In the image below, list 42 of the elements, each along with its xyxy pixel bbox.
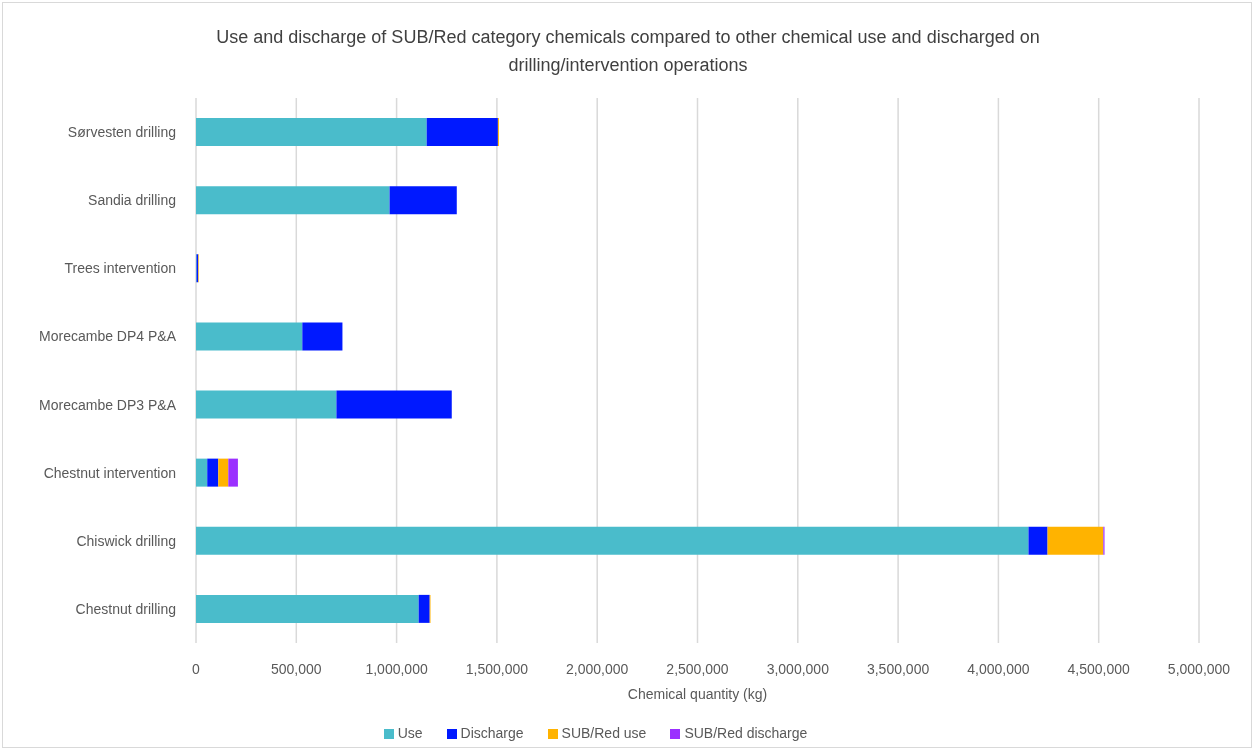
x-tick-label: 500,000 bbox=[271, 660, 322, 677]
y-tick-label: Chiswick drilling bbox=[76, 532, 176, 549]
x-tick-label: 3,500,000 bbox=[866, 660, 930, 677]
y-tick-label: Chestnut intervention bbox=[43, 464, 176, 481]
y-tick-label: Morecambe DP4 P&A bbox=[39, 328, 177, 345]
chart-title: Use and discharge of SUB/Red category chemicals compared to other chemical use and discharged on drilling/intervention operations bbox=[215, 26, 1041, 77]
bar bbox=[389, 186, 457, 215]
x-tick-label: 1,500,000 bbox=[465, 660, 529, 677]
legend-label: Discharge bbox=[460, 725, 524, 741]
bar bbox=[196, 390, 337, 419]
x-tick-label: 5,000,000 bbox=[1167, 660, 1231, 677]
bar bbox=[336, 390, 452, 419]
legend-label: Use bbox=[397, 725, 423, 741]
bar bbox=[207, 458, 219, 487]
bar bbox=[196, 186, 390, 215]
bar bbox=[196, 594, 419, 623]
x-tick-label: 4,500,000 bbox=[1067, 660, 1131, 677]
bar bbox=[196, 458, 208, 487]
x-tick-label: 2,000,000 bbox=[566, 660, 629, 677]
x-tick-label: 2,500,000 bbox=[666, 660, 729, 677]
y-tick-label: Chestnut drilling bbox=[75, 600, 176, 617]
y-tick-label: Sandia drilling bbox=[88, 192, 176, 209]
legend-label: SUB/Red discharge bbox=[684, 725, 808, 741]
bar bbox=[196, 322, 303, 351]
x-tick-label: 0 bbox=[192, 660, 201, 677]
bar bbox=[302, 322, 343, 351]
bar bbox=[228, 458, 238, 487]
bar bbox=[1047, 526, 1104, 555]
y-tick-label: Morecambe DP3 P&A bbox=[39, 396, 177, 413]
y-tick-label: Sørvesten drilling bbox=[67, 124, 176, 141]
bar bbox=[1028, 526, 1048, 555]
bar bbox=[196, 526, 1029, 555]
bar bbox=[418, 594, 430, 623]
x-tick-label: 4,000,000 bbox=[967, 660, 1030, 677]
x-tick-label: 1,000,000 bbox=[365, 660, 428, 677]
bar bbox=[218, 458, 229, 487]
x-axis-title: Chemical quantity (kg) bbox=[627, 685, 768, 702]
bar bbox=[426, 118, 498, 146]
y-tick-label: Trees intervention bbox=[64, 260, 176, 277]
bar bbox=[196, 118, 427, 146]
x-tick-label: 3,000,000 bbox=[766, 660, 830, 677]
legend-label: SUB/Red use bbox=[561, 725, 647, 741]
